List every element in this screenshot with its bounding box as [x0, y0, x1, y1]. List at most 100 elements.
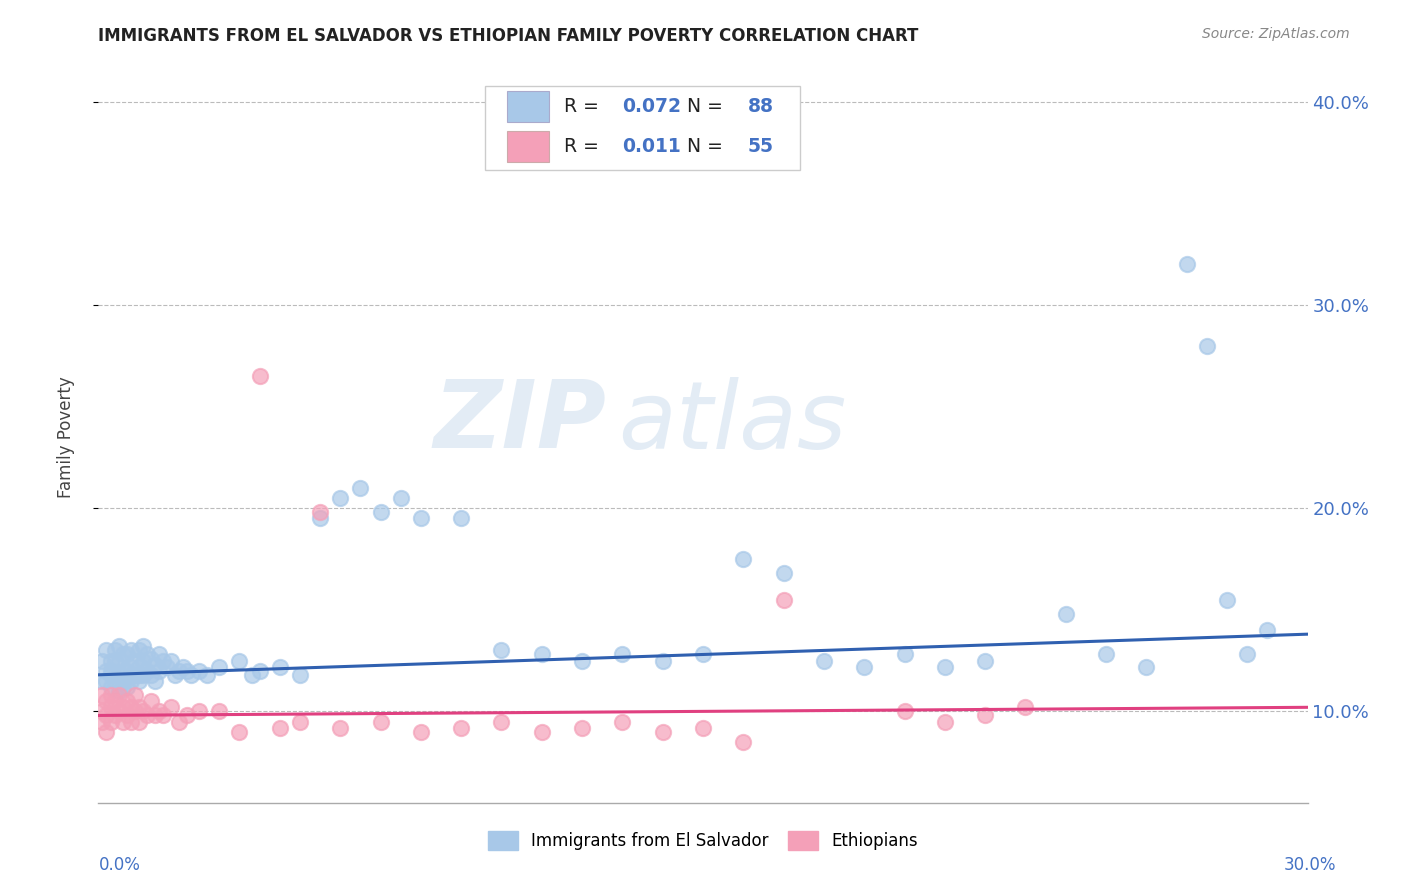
- Point: [96, 664, 118, 678]
- Point: [91, 705, 114, 719]
- Point: [111, 673, 134, 688]
- Text: R =: R =: [564, 136, 605, 156]
- Point: [389, 491, 412, 505]
- Point: [156, 659, 179, 673]
- Point: [128, 714, 150, 729]
- Point: [167, 714, 190, 729]
- Point: [491, 643, 513, 657]
- Point: [124, 654, 146, 668]
- Point: [1195, 338, 1218, 352]
- Point: [120, 667, 142, 681]
- Point: [111, 664, 134, 678]
- Point: [349, 481, 371, 495]
- Point: [111, 714, 134, 729]
- Point: [100, 654, 122, 668]
- Point: [132, 667, 155, 681]
- Point: [100, 714, 122, 729]
- Point: [450, 511, 472, 525]
- Point: [124, 688, 146, 702]
- Point: [530, 648, 553, 662]
- Point: [329, 721, 352, 735]
- Point: [571, 721, 593, 735]
- Point: [152, 654, 174, 668]
- Point: [139, 694, 162, 708]
- Legend: Immigrants from El Salvador, Ethiopians: Immigrants from El Salvador, Ethiopians: [481, 824, 925, 856]
- Point: [111, 680, 134, 694]
- Y-axis label: Family Poverty: Family Poverty: [56, 376, 75, 498]
- Point: [1236, 648, 1258, 662]
- Point: [132, 640, 155, 654]
- Text: Source: ZipAtlas.com: Source: ZipAtlas.com: [1202, 27, 1350, 41]
- Point: [107, 705, 129, 719]
- Point: [329, 491, 352, 505]
- Point: [139, 667, 162, 681]
- Point: [91, 673, 114, 688]
- Point: [1014, 700, 1036, 714]
- Point: [934, 714, 956, 729]
- FancyBboxPatch shape: [485, 86, 800, 170]
- Point: [128, 643, 150, 657]
- Text: 0.011: 0.011: [621, 136, 681, 156]
- Point: [309, 511, 332, 525]
- Point: [107, 684, 129, 698]
- Point: [103, 654, 125, 668]
- Point: [370, 714, 392, 729]
- Text: ZIP: ZIP: [433, 376, 606, 468]
- Point: [120, 643, 142, 657]
- Point: [96, 643, 118, 657]
- Point: [103, 694, 125, 708]
- Text: 0.0%: 0.0%: [98, 856, 141, 874]
- Point: [115, 694, 138, 708]
- Point: [176, 708, 198, 723]
- Point: [124, 705, 146, 719]
- Point: [107, 688, 129, 702]
- Point: [107, 667, 129, 681]
- Point: [135, 708, 157, 723]
- Point: [370, 505, 392, 519]
- Point: [120, 700, 142, 714]
- Point: [188, 705, 211, 719]
- Point: [733, 735, 755, 749]
- Point: [1175, 257, 1198, 271]
- Point: [612, 714, 634, 729]
- Point: [491, 714, 513, 729]
- Text: N =: N =: [675, 97, 730, 116]
- Point: [853, 659, 876, 673]
- Point: [692, 648, 714, 662]
- Point: [1054, 607, 1077, 621]
- Point: [240, 667, 263, 681]
- Point: [249, 664, 271, 678]
- Point: [208, 705, 231, 719]
- Point: [269, 721, 291, 735]
- Point: [733, 552, 755, 566]
- Point: [143, 657, 166, 672]
- Point: [132, 705, 155, 719]
- Text: 30.0%: 30.0%: [1284, 856, 1336, 874]
- Point: [288, 667, 311, 681]
- Point: [180, 667, 202, 681]
- Point: [148, 664, 170, 678]
- Point: [103, 643, 125, 657]
- Point: [269, 659, 291, 673]
- Point: [120, 673, 142, 688]
- Point: [135, 648, 157, 662]
- Point: [1216, 592, 1239, 607]
- Point: [160, 700, 183, 714]
- Point: [208, 659, 231, 673]
- Point: [132, 654, 155, 668]
- Point: [148, 648, 170, 662]
- Point: [107, 640, 129, 654]
- Point: [100, 664, 122, 678]
- Point: [103, 673, 125, 688]
- Point: [288, 714, 311, 729]
- Point: [115, 708, 138, 723]
- Point: [172, 659, 194, 673]
- Point: [152, 708, 174, 723]
- Point: [107, 654, 129, 668]
- Point: [96, 724, 118, 739]
- Text: atlas: atlas: [619, 377, 846, 468]
- Point: [143, 673, 166, 688]
- Point: [167, 664, 190, 678]
- Point: [249, 369, 271, 384]
- Bar: [508, 92, 550, 122]
